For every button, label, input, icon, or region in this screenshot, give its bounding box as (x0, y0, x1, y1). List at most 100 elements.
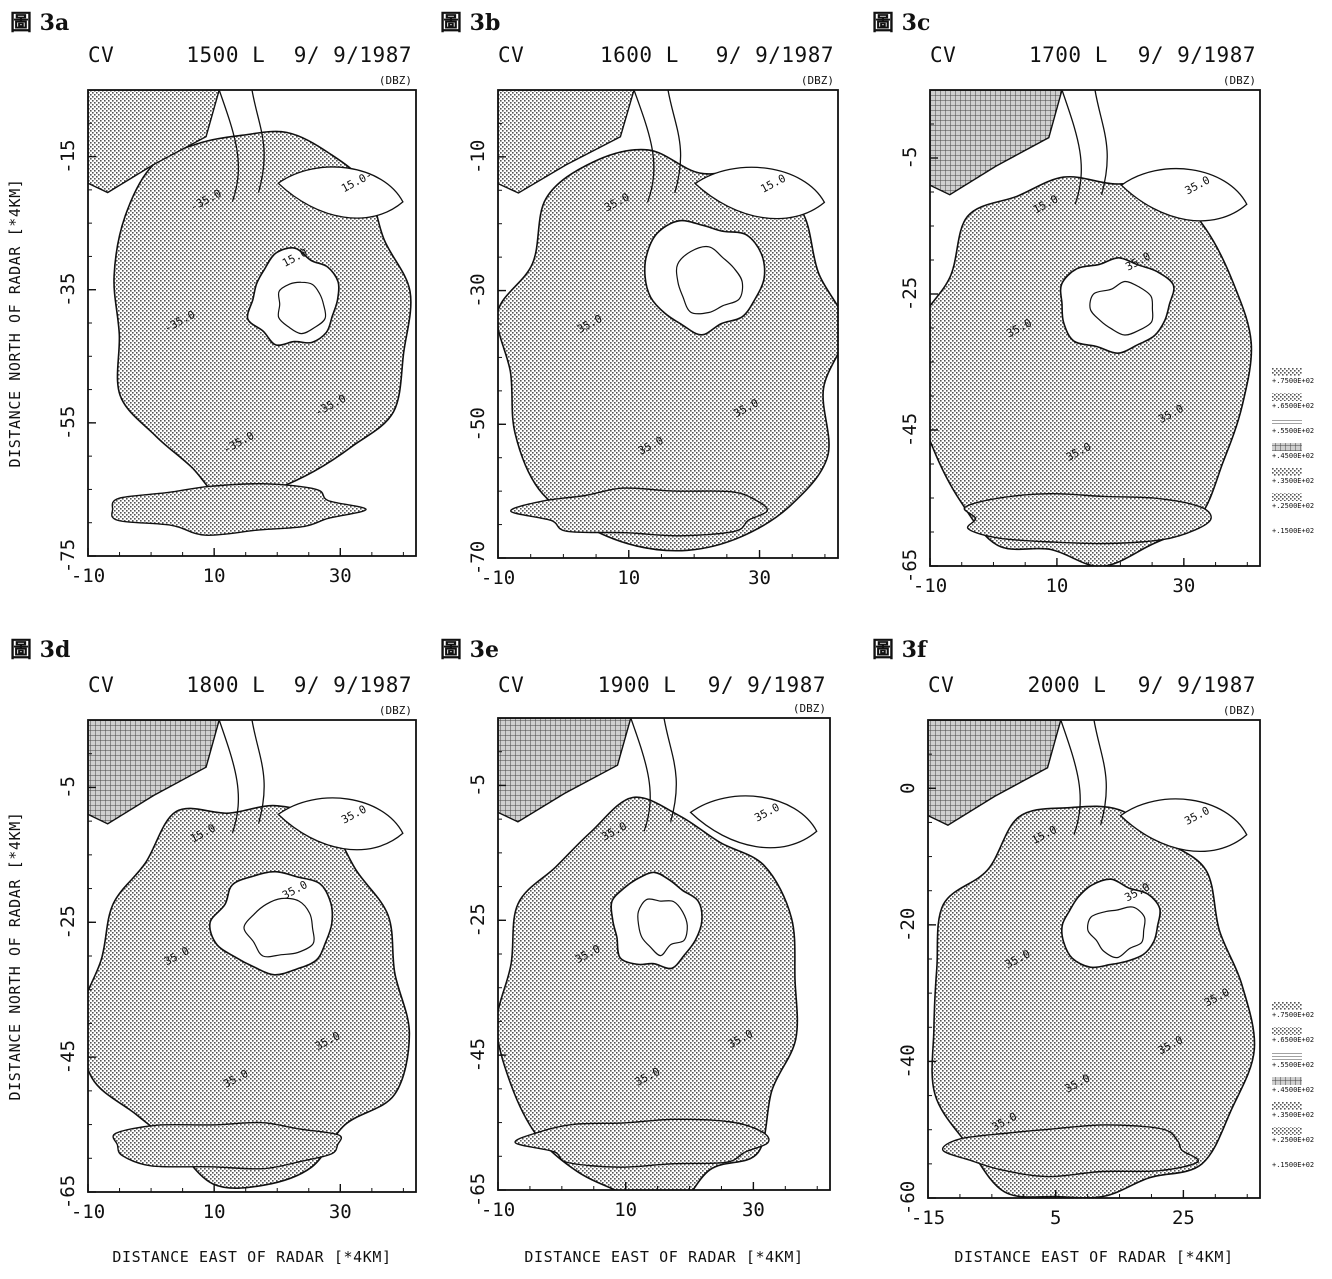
legend-swatch (1272, 1002, 1302, 1010)
clear-gap-region (1119, 798, 1248, 853)
inner-contour-line (630, 718, 677, 832)
eye-region (208, 870, 334, 976)
y-tick-label: -10 (467, 140, 489, 174)
x-tick-label: -10 (481, 567, 515, 589)
x-tick-label: 30 (748, 567, 771, 589)
panel-date: 9/ 9/1987 (294, 673, 412, 697)
x-axis-label: DISTANCE EAST OF RADAR [*4KM] (112, 1248, 391, 1266)
x-tick-label: 10 (203, 1201, 226, 1223)
figure-layer: -35.0-35.0-35.0-35.015.0-15.0 圖 3a CV 1500 … (6, 10, 1314, 1266)
x-tick-label: 25 (1172, 1207, 1195, 1229)
high-reflectivity-area (930, 90, 1063, 196)
y-tick-label: -5 (467, 774, 489, 797)
legend-label: +.4500E+02 (1272, 1086, 1314, 1094)
legend-label: +.3500E+02 (1272, 1111, 1314, 1119)
eye-inner-contour (1086, 906, 1146, 959)
y-tick-label: -40 (897, 1044, 919, 1078)
eye-region (610, 871, 703, 970)
y-tick-label: -45 (899, 413, 921, 447)
high-reflectivity-area (498, 718, 632, 823)
legend-swatch (1272, 1152, 1302, 1160)
legend-swatch (1272, 1127, 1302, 1135)
x-tick-label: 30 (742, 1199, 765, 1221)
y-tick-label: -45 (467, 1038, 489, 1072)
eye-region (1059, 256, 1175, 355)
eye-inner-contour (1089, 280, 1154, 336)
y-tick-label: -25 (57, 905, 79, 939)
panel-variable: CV (498, 43, 524, 67)
legend-label: +.2500E+02 (1272, 1136, 1314, 1144)
x-tick-label: 30 (329, 565, 352, 587)
panel-date: 9/ 9/1987 (1138, 43, 1256, 67)
rain-band (111, 483, 367, 536)
legend-swatch (1272, 418, 1302, 426)
reflectivity-region-35 (498, 796, 799, 1190)
x-tick-label: 10 (617, 567, 640, 589)
x-tick-label: -10 (481, 1199, 515, 1221)
high-reflectivity-area (88, 90, 220, 194)
clear-gap-region (1120, 167, 1248, 222)
panel-unit: (DBZ) (379, 74, 412, 87)
y-tick-label: -15 (57, 139, 79, 173)
panel-variable: CV (88, 673, 114, 697)
y-tick-label: -65 (467, 1173, 489, 1207)
panel-5: 35.035.035.035.035.0 圖 3e CV 1900 L 9/ 9/198… (440, 637, 831, 1266)
legend-upper: +.7500E+02 +.6500E+02 +.5500E+02 +.4500E+02… (1272, 368, 1314, 535)
panel-time: 1800 L (186, 673, 265, 697)
panel-title: 圖 3e (440, 637, 499, 663)
y-tick-label: -75 (57, 539, 79, 573)
y-tick-label: -20 (897, 908, 919, 942)
panel-time: 1900 L (598, 673, 677, 697)
inner-contour-line (218, 90, 265, 203)
legend-swatch (1272, 493, 1302, 501)
x-tick-label: 10 (614, 1199, 637, 1221)
y-tick-label: -5 (57, 776, 79, 799)
x-tick-label: 10 (1045, 575, 1068, 597)
legend-swatch (1272, 368, 1302, 376)
y-tick-label: -65 (899, 549, 921, 583)
panel-unit: (DBZ) (1223, 74, 1256, 87)
y-tick-label: -5 (899, 147, 921, 170)
x-axis-label: DISTANCE EAST OF RADAR [*4KM] (524, 1248, 803, 1266)
legend-swatch (1272, 518, 1302, 526)
eye-inner-contour (277, 281, 327, 335)
panel-unit: (DBZ) (1223, 704, 1256, 717)
panel-title: 圖 3f (872, 637, 928, 663)
eye-region (246, 247, 340, 347)
legend-swatch (1272, 393, 1302, 401)
legend-label: +.6500E+02 (1272, 1036, 1314, 1044)
panel-time: 1500 L (186, 43, 265, 67)
y-axis-label: DISTANCE NORTH OF RADAR [*4KM] (6, 812, 24, 1101)
clear-gap-region (277, 166, 404, 219)
legend-label: +.1500E+02 (1272, 527, 1314, 535)
legend-swatch (1272, 1052, 1302, 1060)
x-axis-label: DISTANCE EAST OF RADAR [*4KM] (954, 1248, 1233, 1266)
legend-label: +.7500E+02 (1272, 377, 1314, 385)
rain-band (510, 487, 769, 537)
x-tick-label: 30 (1172, 575, 1195, 597)
legend-label: +.6500E+02 (1272, 402, 1314, 410)
panel-unit: (DBZ) (793, 702, 826, 715)
rain-band (963, 492, 1212, 545)
y-tick-label: -45 (57, 1040, 79, 1074)
x-tick-label: -10 (71, 565, 105, 587)
panel-time: 1600 L (600, 43, 679, 67)
plot-area: 35.035.035.035.015.0 (498, 90, 838, 558)
rain-band (112, 1121, 343, 1170)
panel-date: 9/ 9/1987 (1138, 673, 1256, 697)
y-tick-label: -55 (57, 406, 79, 440)
y-tick-label: -25 (899, 277, 921, 311)
panel-time: 2000 L (1028, 673, 1107, 697)
x-tick-label: -10 (913, 575, 947, 597)
eye-inner-contour (637, 898, 688, 957)
plot-area: 15.035.035.035.035.035.0 (930, 90, 1260, 566)
inner-contour-line (218, 720, 265, 834)
y-tick-label: -25 (467, 903, 489, 937)
panel-2: 35.035.035.035.015.0 圖 3b CV 1600 L 9/ 9/198… (440, 10, 839, 589)
legend-label: +.1500E+02 (1272, 1161, 1314, 1169)
y-tick-label: -70 (467, 541, 489, 575)
plot-area: 35.035.035.035.035.0 (498, 718, 830, 1190)
panel-variable: CV (88, 43, 114, 67)
